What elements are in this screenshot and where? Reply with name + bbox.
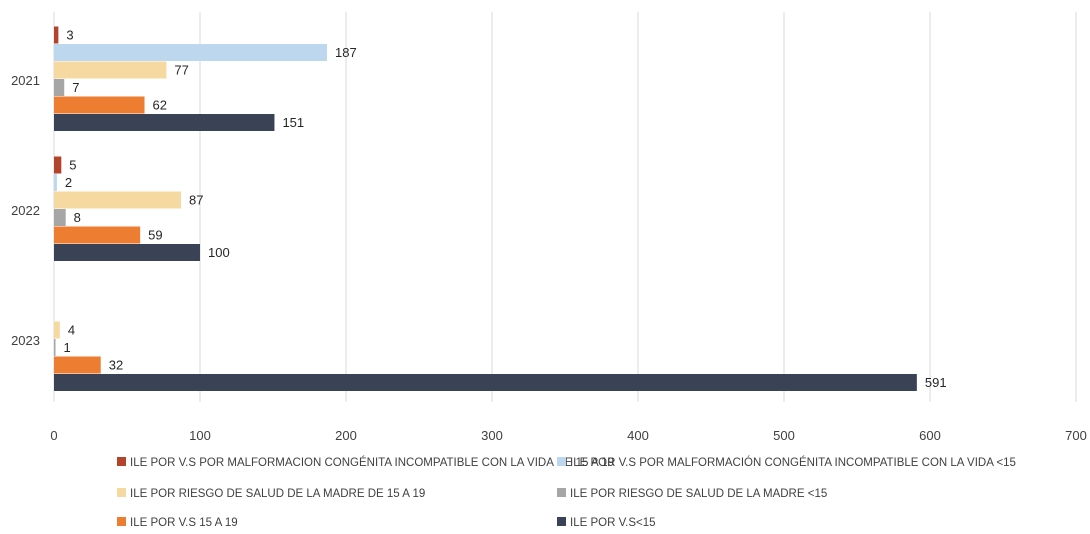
bar: [54, 44, 328, 61]
x-tick-label: 200: [335, 428, 357, 443]
data-label: 77: [174, 62, 188, 77]
x-tick-label: 0: [50, 428, 57, 443]
data-label: 151: [282, 115, 304, 130]
data-label: 3: [66, 27, 73, 42]
data-label: 1: [64, 340, 71, 355]
legend-label: ILE POR V.S<15: [570, 517, 656, 529]
category-label: 2023: [11, 333, 40, 348]
legend-swatch: [117, 488, 126, 497]
bar: [54, 226, 141, 244]
bar: [54, 79, 65, 96]
bar: [54, 244, 200, 261]
bar: [54, 209, 66, 226]
category-label: 2022: [11, 203, 40, 218]
bar: [54, 26, 59, 44]
data-label: 100: [208, 245, 230, 260]
bar: [54, 191, 182, 209]
x-tick-label: 500: [773, 428, 795, 443]
bar: [54, 114, 275, 131]
legend-swatch: [557, 517, 566, 526]
data-label: 62: [153, 97, 167, 112]
category-labels: 2021 2022 2023: [11, 73, 40, 348]
data-label: 4: [68, 322, 75, 337]
legend-swatch: [557, 488, 566, 497]
data-label: 7: [72, 80, 79, 95]
x-tick-label: 300: [481, 428, 503, 443]
gridlines: [53, 12, 1077, 402]
legend-swatch: [557, 457, 566, 466]
bar: [54, 374, 917, 391]
x-tick-label: 100: [189, 428, 211, 443]
legend: ILE POR V.S POR MALFORMACION CONGÉNITA I…: [117, 456, 1016, 529]
data-label: 32: [109, 357, 123, 372]
bar: [54, 321, 60, 339]
legend-label: ILE POR V.S POR MALFORMACIÓN CONGÉNITA I…: [570, 456, 1016, 469]
legend-label: ILE POR RIESGO DE SALUD DE LA MADRE <15: [570, 488, 827, 500]
category-label: 2021: [11, 73, 40, 88]
x-tick-label: 600: [919, 428, 941, 443]
data-label: 591: [925, 375, 947, 390]
bar: [54, 61, 167, 79]
data-label: 2: [65, 175, 72, 190]
bar: [54, 96, 145, 114]
x-axis-ticks: 0 100 200 300 400 500 600 700: [50, 428, 1086, 443]
data-label: 187: [335, 45, 357, 60]
bar: [54, 174, 57, 191]
bars: [54, 26, 917, 391]
bar: [54, 339, 56, 356]
data-label: 59: [148, 227, 162, 242]
legend-swatch: [117, 457, 126, 466]
legend-label: ILE POR RIESGO DE SALUD DE LA MADRE DE 1…: [130, 488, 425, 500]
data-label: 8: [74, 210, 81, 225]
legend-swatch: [117, 517, 126, 526]
data-label: 5: [69, 157, 76, 172]
legend-label: ILE POR V.S POR MALFORMACION CONGÉNITA I…: [130, 456, 614, 469]
bar: [54, 156, 62, 174]
x-tick-label: 700: [1065, 428, 1087, 443]
data-label: 87: [189, 192, 203, 207]
legend-label: ILE POR V.S 15 A 19: [130, 517, 238, 529]
x-tick-label: 400: [627, 428, 649, 443]
bar: [54, 356, 101, 374]
